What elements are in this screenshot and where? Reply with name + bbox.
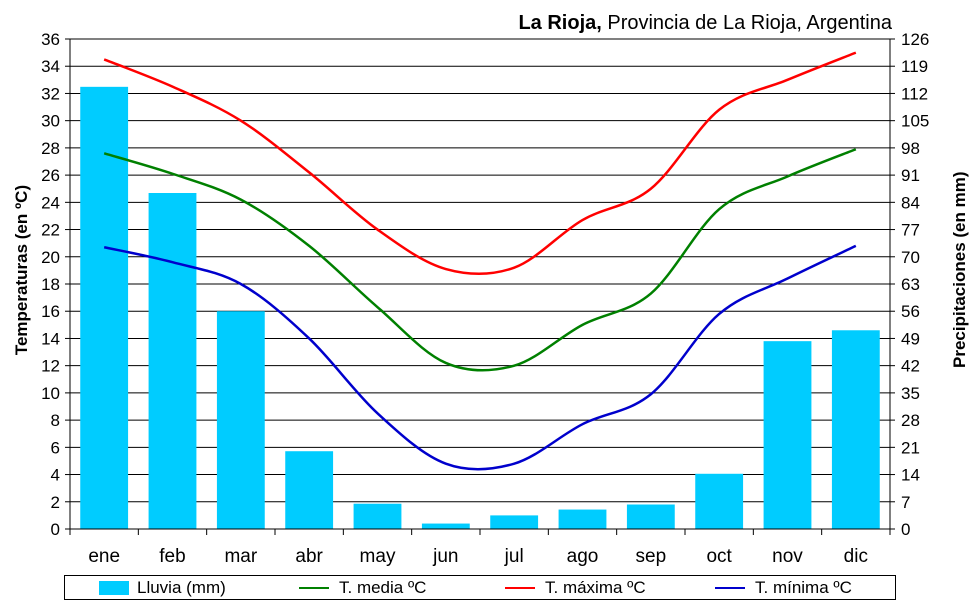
legend-swatch-max-temp (505, 587, 535, 589)
x-tick-label: ago (567, 546, 599, 567)
rainfall-bar-ene (80, 86, 129, 529)
legend-label-mean-temp: T. media ºC (339, 578, 427, 597)
rainfall-bar-dic (831, 330, 880, 529)
rainfall-bar-oct (695, 473, 744, 529)
y-tick-label-left: 30 (41, 112, 60, 131)
y-tick-label-right: 126 (901, 30, 929, 49)
x-tick-label: feb (159, 546, 185, 567)
y-tick-label-left: 18 (41, 275, 60, 294)
y-tick-label-left: 4 (51, 466, 60, 485)
y-tick-label-left: 6 (51, 438, 60, 457)
rainfall-bar-jun (421, 523, 470, 529)
x-tick-label: may (360, 546, 396, 567)
legend-item-mean-temp: T. media ºC (299, 578, 426, 598)
y-tick-label-left: 10 (41, 384, 60, 403)
y-tick-label-right: 56 (901, 302, 920, 321)
y-tick-label-right: 112 (901, 84, 928, 103)
y-tick-label-left: 8 (51, 411, 60, 430)
y-tick-label-left: 24 (41, 193, 60, 212)
rainfall-bar-sep (626, 504, 675, 529)
tick-labels: 0246810121416182022242628303234360714212… (41, 30, 929, 567)
legend-swatch-mean-temp (299, 587, 329, 589)
y-tick-label-left: 2 (51, 493, 60, 512)
chart-title-region: Provincia de La Rioja, Argentina (601, 12, 892, 34)
x-tick-label: nov (772, 546, 803, 567)
rainfall-bars (80, 86, 880, 529)
y-tick-label-right: 21 (901, 438, 920, 457)
y-tick-label-right: 70 (901, 248, 920, 267)
rainfall-bar-abr (285, 451, 334, 529)
y-tick-label-left: 20 (41, 248, 60, 267)
legend-label-rainfall: Lluvia (mm) (137, 578, 226, 597)
legend-item-rainfall: Lluvia (mm) (99, 578, 226, 598)
temperature-lines (103, 51, 857, 471)
legend-item-max-temp: T. máxima ºC (505, 578, 646, 598)
legend-swatch-min-temp (715, 587, 745, 589)
y-tick-label-right: 35 (901, 384, 920, 403)
y-tick-label-right: 91 (901, 166, 920, 185)
y-axis-left-label: Temperaturas (en ºC) (12, 184, 31, 356)
rainfall-bar-feb (148, 193, 197, 529)
y-tick-label-right: 98 (901, 139, 920, 158)
mean-temp-line (103, 148, 857, 372)
y-tick-label-right: 105 (901, 112, 929, 131)
legend-swatch-rainfall (99, 581, 129, 595)
rainfall-bar-mar (216, 311, 265, 529)
y-tick-label-left: 36 (41, 30, 60, 49)
y-tick-label-right: 119 (901, 57, 928, 76)
rainfall-bar-ago (558, 509, 607, 529)
y-tick-label-right: 28 (901, 411, 920, 430)
rainfall-bar-nov (763, 341, 812, 529)
y-tick-label-left: 34 (41, 57, 60, 76)
y-tick-label-left: 12 (41, 357, 60, 376)
y-tick-label-right: 14 (901, 466, 920, 485)
y-tick-label-right: 84 (901, 193, 920, 212)
rainfall-bar-jul (490, 515, 539, 529)
y-tick-label-right: 49 (901, 329, 920, 348)
y-tick-label-right: 42 (901, 357, 920, 376)
max-temp-line (103, 51, 857, 276)
rainfall-bar-may (353, 503, 402, 529)
y-tick-label-left: 22 (41, 221, 60, 240)
axes (65, 38, 895, 535)
legend: Lluvia (mm) T. media ºC T. máxima ºC T. … (64, 575, 896, 600)
y-tick-label-left: 26 (41, 166, 60, 185)
y-tick-label-left: 32 (41, 84, 60, 103)
x-tick-label: dic (844, 546, 868, 567)
x-tick-label: abr (295, 546, 323, 567)
chart-title-city: La Rioja, (518, 12, 602, 34)
x-tick-label: ene (88, 546, 120, 567)
y-tick-label-right: 63 (901, 275, 920, 294)
y-tick-label-left: 0 (51, 520, 60, 539)
y-axis-right-label: Precipitaciones (en mm) (950, 171, 969, 368)
x-tick-label: sep (636, 546, 667, 567)
legend-label-min-temp: T. mínima ºC (755, 578, 852, 597)
y-tick-label-right: 77 (901, 221, 920, 240)
legend-item-min-temp: T. mínima ºC (715, 578, 852, 598)
legend-label-max-temp: T. máxima ºC (545, 578, 646, 597)
x-tick-label: mar (224, 546, 257, 567)
chart-title: La Rioja, Provincia de La Rioja, Argenti… (518, 12, 892, 35)
x-tick-label: jul (504, 546, 524, 567)
y-tick-label-left: 16 (41, 302, 60, 321)
gridlines (70, 38, 890, 530)
min-temp-line (103, 244, 857, 471)
y-tick-label-right: 7 (901, 493, 910, 512)
y-tick-label-right: 0 (901, 520, 910, 539)
y-tick-label-left: 28 (41, 139, 60, 158)
x-tick-label: jun (432, 546, 458, 567)
y-tick-label-left: 14 (41, 329, 60, 348)
x-tick-label: oct (706, 546, 732, 567)
